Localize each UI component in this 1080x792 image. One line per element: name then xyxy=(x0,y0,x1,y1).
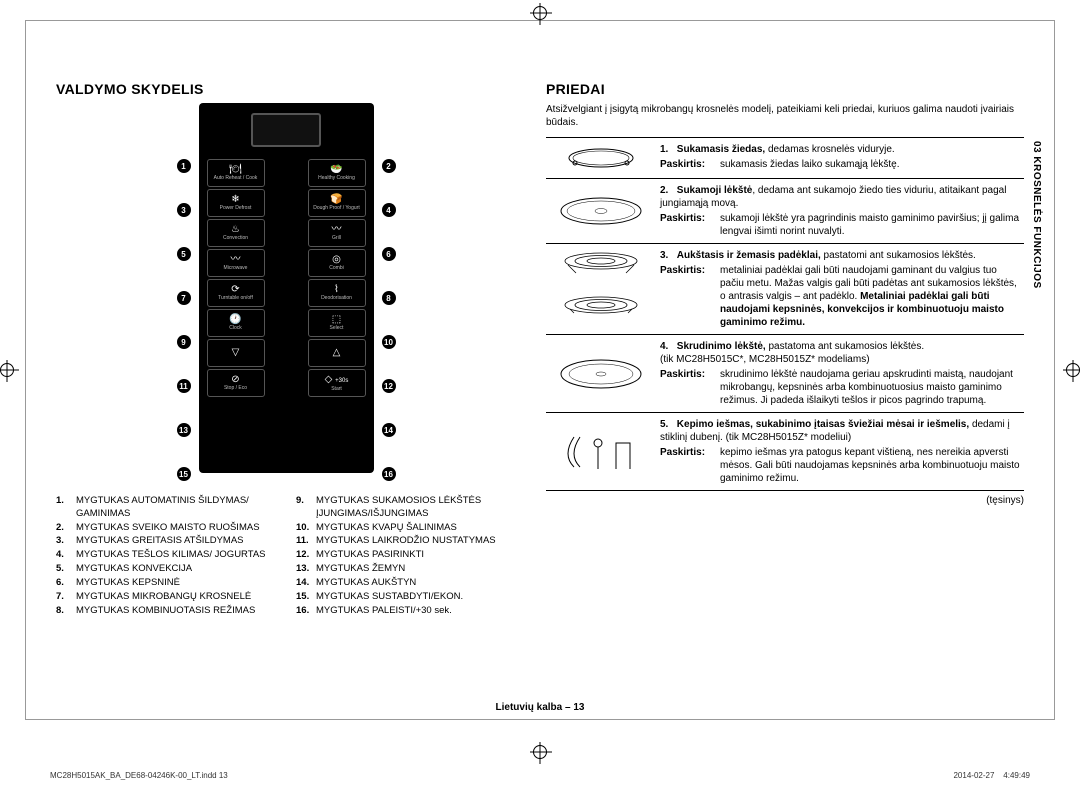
section-tab: 03 KROSNELĖS FUNKCIJOS xyxy=(1031,141,1042,289)
btn-select: ⬚Select xyxy=(308,309,366,337)
btn-combi: ◎Combi xyxy=(308,249,366,277)
table-row: 5. Kepimo iešmas, sukabinimo įtaisas švi… xyxy=(546,413,1024,491)
btn-convection: ♨Convection xyxy=(207,219,265,247)
btn-defrost: ❄Power Defrost xyxy=(207,189,265,217)
turntable-icon xyxy=(546,179,656,244)
btn-down: ▽ xyxy=(207,339,265,367)
print-meta-footer: MC28H5015AK_BA_DE68-04246K-00_LT.indd 13… xyxy=(50,771,1030,780)
ring-icon xyxy=(546,138,656,179)
left-column: VALDYMO SKYDELIS 1 3 5 7 9 11 13 15 🍽Aut… xyxy=(56,81,516,709)
registration-mark-icon xyxy=(533,745,547,759)
intro-text: Atsižvelgiant į įsigytą mikrobangų krosn… xyxy=(546,103,1024,129)
control-panel: 🍽Auto Reheat / Cook 🥗Healthy Cooking ❄Pow… xyxy=(199,103,374,473)
panel-numbers-left: 1 3 5 7 9 11 13 15 xyxy=(177,103,191,481)
racks-icon xyxy=(546,244,656,335)
btn-up: △ xyxy=(308,339,366,367)
btn-healthy: 🥗Healthy Cooking xyxy=(308,159,366,187)
btn-stop: ⊘Stop / Eco xyxy=(207,369,265,397)
continued-label: (tęsinys) xyxy=(546,495,1024,506)
table-row: 2. Sukamoji lėkštė, dedama ant sukamojo … xyxy=(546,179,1024,244)
left-heading: VALDYMO SKYDELIS xyxy=(56,81,516,97)
btn-dough: 🍞Dough Proof / Yogurt xyxy=(308,189,366,217)
table-row: 3. Aukštasis ir žemasis padėklai, pastat… xyxy=(546,244,1024,335)
control-panel-figure: 1 3 5 7 9 11 13 15 🍽Auto Reheat / Cook 🥗H… xyxy=(56,103,516,481)
legend-right-list: 9.MYGTUKAS SUKAMOSIOS LĖKŠTĖS ĮJUNGIMAS/… xyxy=(296,495,516,618)
registration-mark-icon xyxy=(0,363,14,377)
btn-start: ◇ +30sStart xyxy=(308,369,366,397)
table-row: 1. Sukamasis žiedas, dedamas krosnelės v… xyxy=(546,138,1024,179)
btn-turntable: ⟳Turntable on/off xyxy=(207,279,265,307)
accessories-table: 1. Sukamasis žiedas, dedamas krosnelės v… xyxy=(546,137,1024,491)
registration-mark-icon xyxy=(533,6,547,20)
manual-page: VALDYMO SKYDELIS 1 3 5 7 9 11 13 15 🍽Aut… xyxy=(25,20,1055,720)
btn-deodor: ⌇Deodorisation xyxy=(308,279,366,307)
btn-microwave: 〰Microwave xyxy=(207,249,265,277)
table-row: 4. Skrudinimo lėkštė, pastatoma ant suka… xyxy=(546,335,1024,413)
crusty-plate-icon xyxy=(546,335,656,413)
legend-left-list: 1.MYGTUKAS AUTOMATINIS ŠILDYMAS/ GAMINIM… xyxy=(56,495,276,618)
registration-mark-icon xyxy=(1066,363,1080,377)
indd-file-label: MC28H5015AK_BA_DE68-04246K-00_LT.indd 13 xyxy=(50,771,228,780)
right-heading: PRIEDAI xyxy=(546,81,1024,97)
panel-numbers-right: 2 4 6 8 10 12 14 16 xyxy=(382,103,396,481)
btn-auto-reheat: 🍽Auto Reheat / Cook xyxy=(207,159,265,187)
print-timestamp: 2014-02-27 4:49:49 xyxy=(953,771,1030,780)
right-column: PRIEDAI Atsižvelgiant į įsigytą mikroban… xyxy=(546,81,1024,709)
page-footer: Lietuvių kalba – 13 xyxy=(26,702,1054,713)
panel-display xyxy=(251,113,321,147)
spit-icon xyxy=(546,413,656,491)
btn-grill: 〰Grill xyxy=(308,219,366,247)
btn-clock: 🕐Clock xyxy=(207,309,265,337)
legend: 1.MYGTUKAS AUTOMATINIS ŠILDYMAS/ GAMINIM… xyxy=(56,495,516,618)
